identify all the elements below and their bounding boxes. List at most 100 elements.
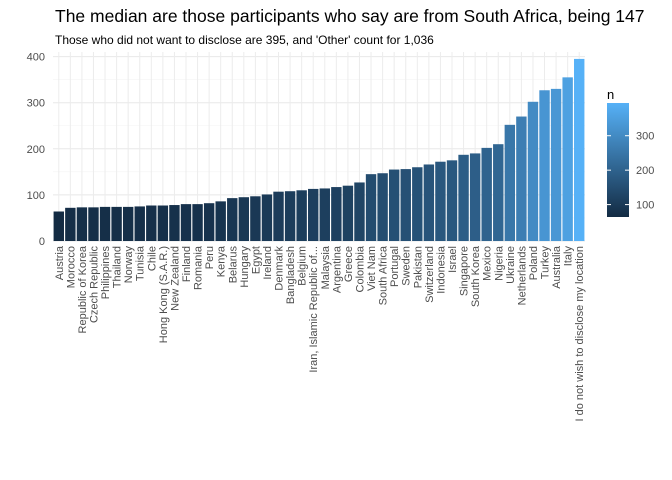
x-tick-label: Hungary bbox=[239, 246, 251, 288]
x-tick-label: Romania bbox=[193, 245, 205, 290]
bar bbox=[76, 207, 88, 241]
bar bbox=[365, 174, 377, 241]
x-tick-label: Bangladesh bbox=[285, 246, 297, 304]
x-tick-label: Nigeria bbox=[493, 245, 505, 281]
bar bbox=[88, 207, 99, 241]
bar bbox=[203, 203, 215, 241]
bar bbox=[493, 144, 504, 241]
bar bbox=[504, 124, 516, 241]
x-tick-label: Republic of Korea bbox=[77, 245, 89, 333]
x-tick-label: Pakistan bbox=[412, 246, 424, 288]
x-tick-label: Denmark bbox=[274, 246, 286, 291]
x-tick-label: Norway bbox=[123, 246, 135, 284]
bar bbox=[342, 185, 354, 241]
y-axis-ticks: 0 100 200 300 400 bbox=[27, 52, 45, 248]
x-tick-label: Indonesia bbox=[435, 245, 447, 294]
bars bbox=[53, 58, 585, 241]
bar bbox=[354, 182, 365, 241]
bar bbox=[412, 167, 423, 241]
bar bbox=[550, 88, 562, 241]
bar bbox=[296, 190, 307, 241]
x-tick-label: Mexico bbox=[482, 246, 494, 281]
x-tick-label: Czech Republic bbox=[88, 246, 100, 324]
x-axis-ticks: Austria Morocco Republic of Korea Czech Rep… bbox=[54, 245, 586, 421]
bar bbox=[99, 206, 111, 241]
bar bbox=[146, 205, 157, 241]
x-tick-label: Switzerland bbox=[424, 246, 436, 303]
x-tick-label: Malaysia bbox=[320, 245, 332, 289]
legend-title: n bbox=[607, 87, 614, 102]
bar bbox=[238, 197, 250, 241]
bar bbox=[446, 160, 458, 241]
x-tick-label: I do not wish to disclose my location bbox=[574, 246, 586, 421]
x-tick-label: Colombia bbox=[354, 245, 366, 292]
bar bbox=[192, 204, 203, 241]
bar bbox=[423, 164, 435, 241]
chart-title: The median are those participants who sa… bbox=[55, 6, 645, 26]
x-tick-label: Kenya bbox=[216, 245, 228, 277]
bar bbox=[574, 58, 585, 241]
y-tick-label: 400 bbox=[27, 52, 45, 64]
x-tick-label: Austria bbox=[54, 245, 66, 280]
bar bbox=[261, 194, 273, 241]
y-tick-label: 100 bbox=[27, 190, 45, 202]
x-tick-label: Morocco bbox=[65, 246, 77, 288]
bar bbox=[308, 188, 319, 241]
bar bbox=[215, 201, 226, 241]
bar bbox=[469, 153, 481, 241]
bar bbox=[157, 205, 169, 241]
x-tick-label: Singapore bbox=[459, 246, 471, 296]
y-tick-label: 200 bbox=[27, 144, 45, 156]
x-tick-label: Viet Nam bbox=[366, 246, 378, 291]
x-tick-label: Portugal bbox=[389, 246, 401, 287]
y-tick-label: 0 bbox=[39, 236, 45, 248]
x-tick-label: Israel bbox=[447, 246, 459, 273]
x-tick-label: Peru bbox=[204, 246, 216, 269]
x-tick-label: New Zealand bbox=[169, 246, 181, 311]
x-tick-label: Poland bbox=[528, 246, 540, 280]
x-tick-label: Finland bbox=[181, 246, 193, 282]
x-tick-label: Iran, Islamic Republic of... bbox=[308, 246, 320, 373]
y-tick-label: 300 bbox=[27, 98, 45, 110]
legend-tick-label: 200 bbox=[636, 165, 654, 177]
x-tick-label: Philippines bbox=[100, 246, 112, 300]
bar bbox=[122, 206, 134, 241]
bar bbox=[458, 154, 469, 241]
x-tick-label: Belarus bbox=[227, 246, 239, 284]
x-tick-label: Tunisia bbox=[135, 245, 147, 281]
legend: n 100 200 300 bbox=[607, 87, 654, 217]
x-tick-label: Argentina bbox=[331, 245, 343, 293]
bar bbox=[331, 187, 342, 241]
x-tick-label: Chile bbox=[146, 246, 158, 271]
bar bbox=[516, 116, 527, 241]
bar bbox=[53, 211, 64, 241]
x-tick-label: Hong Kong (S.A.R.) bbox=[158, 246, 170, 343]
bar bbox=[527, 101, 539, 241]
bar bbox=[481, 147, 492, 241]
bar bbox=[319, 188, 330, 241]
bar bbox=[111, 206, 122, 241]
x-tick-label: Australia bbox=[551, 245, 563, 289]
x-tick-label: Ireland bbox=[262, 246, 274, 280]
bar bbox=[250, 196, 261, 241]
bar bbox=[169, 205, 180, 241]
x-tick-label: South Africa bbox=[378, 245, 390, 305]
x-tick-label: Belgium bbox=[297, 246, 309, 286]
bar bbox=[134, 206, 145, 241]
x-tick-label: Thailand bbox=[112, 246, 124, 288]
bar bbox=[435, 161, 446, 241]
legend-tick-label: 100 bbox=[636, 200, 654, 212]
legend-tick-label: 300 bbox=[636, 131, 654, 143]
x-tick-label: Italy bbox=[563, 246, 575, 267]
x-tick-label: Turkey bbox=[540, 246, 552, 280]
x-tick-label: Greece bbox=[343, 246, 355, 282]
bar bbox=[388, 169, 400, 241]
bar bbox=[284, 191, 296, 241]
bar bbox=[227, 198, 238, 241]
bar bbox=[65, 207, 76, 241]
bar bbox=[400, 169, 411, 241]
chart-subtitle: Those who did not want to disclose are 3… bbox=[55, 33, 434, 47]
x-tick-label: South Korea bbox=[470, 245, 482, 307]
bar bbox=[377, 173, 388, 241]
